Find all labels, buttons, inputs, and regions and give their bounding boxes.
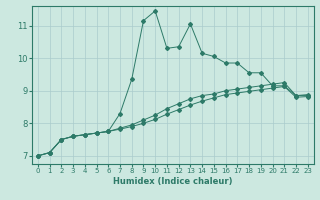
X-axis label: Humidex (Indice chaleur): Humidex (Indice chaleur) [113,177,233,186]
